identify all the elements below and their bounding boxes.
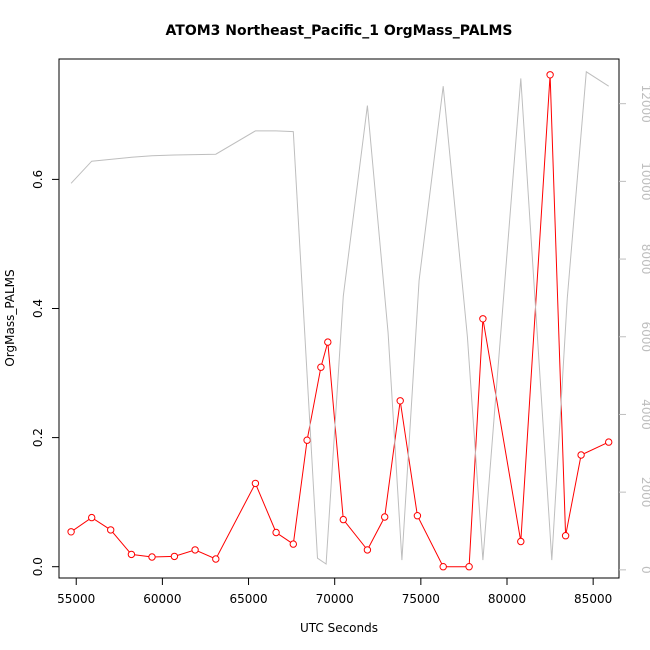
data-point [605, 438, 613, 446]
y2-tick-label: 2000 [639, 477, 650, 508]
x-tick-label: 85000 [574, 592, 612, 606]
y-tick-label: 0.4 [31, 299, 45, 318]
data-point [317, 363, 325, 371]
data-point [546, 71, 554, 79]
y2-tick-label: 4000 [639, 399, 650, 430]
data-point [191, 546, 199, 554]
data-point [303, 436, 311, 444]
data-point [396, 397, 404, 405]
y-tick-label: 0.2 [31, 428, 45, 447]
series-line-secondary [70, 70, 609, 565]
data-point [251, 479, 260, 488]
y-tick-label: 0.6 [31, 170, 45, 189]
x-tick-label: 60000 [143, 592, 181, 606]
x-tick-label: 75000 [402, 592, 440, 606]
data-point [479, 315, 487, 323]
data-point [465, 563, 473, 571]
y-axis-left: 0.0 0.2 0.4 0.6 [31, 170, 59, 576]
y2-tick-label: 6000 [639, 321, 650, 352]
data-point [212, 555, 220, 563]
data-point [381, 513, 389, 521]
y2-tick-label: 10000 [639, 162, 650, 200]
x-tick-label: 55000 [57, 592, 95, 606]
x-axis: 55000 60000 65000 70000 75000 80000 85000 [57, 578, 612, 606]
data-point [67, 528, 75, 536]
data-point [324, 338, 332, 346]
data-point [339, 515, 347, 524]
y2-tick-label: 8000 [639, 244, 650, 275]
data-point [272, 528, 280, 537]
y2-tick-label: 12000 [639, 85, 650, 123]
chart-title: ATOM3 Northeast_Pacific_1 OrgMass_PALMS [166, 23, 513, 39]
data-point [577, 451, 585, 459]
data-point [289, 540, 297, 548]
data-point [148, 553, 156, 561]
data-point [88, 513, 96, 522]
plot-frame [58, 58, 620, 579]
y-axis-right: 0 2000 4000 6000 8000 10000 12000 [619, 85, 650, 574]
data-point [439, 563, 447, 571]
x-axis-title: UTC Seconds [300, 621, 378, 635]
data-point [413, 512, 422, 520]
y-axis-title: OrgMass_PALMS [3, 269, 17, 366]
x-tick-label: 65000 [229, 592, 267, 606]
data-point [363, 546, 372, 554]
data-point [170, 552, 179, 561]
y2-tick-label: 0 [639, 566, 650, 574]
y-tick-label: 0.0 [31, 557, 45, 576]
x-tick-label: 80000 [488, 592, 526, 606]
data-point [517, 537, 525, 546]
series-line-primary [70, 74, 609, 568]
x-tick-label: 70000 [316, 592, 354, 606]
data-point [127, 550, 136, 559]
data-point [561, 532, 570, 540]
series-layer [67, 70, 613, 571]
data-point [107, 526, 115, 534]
